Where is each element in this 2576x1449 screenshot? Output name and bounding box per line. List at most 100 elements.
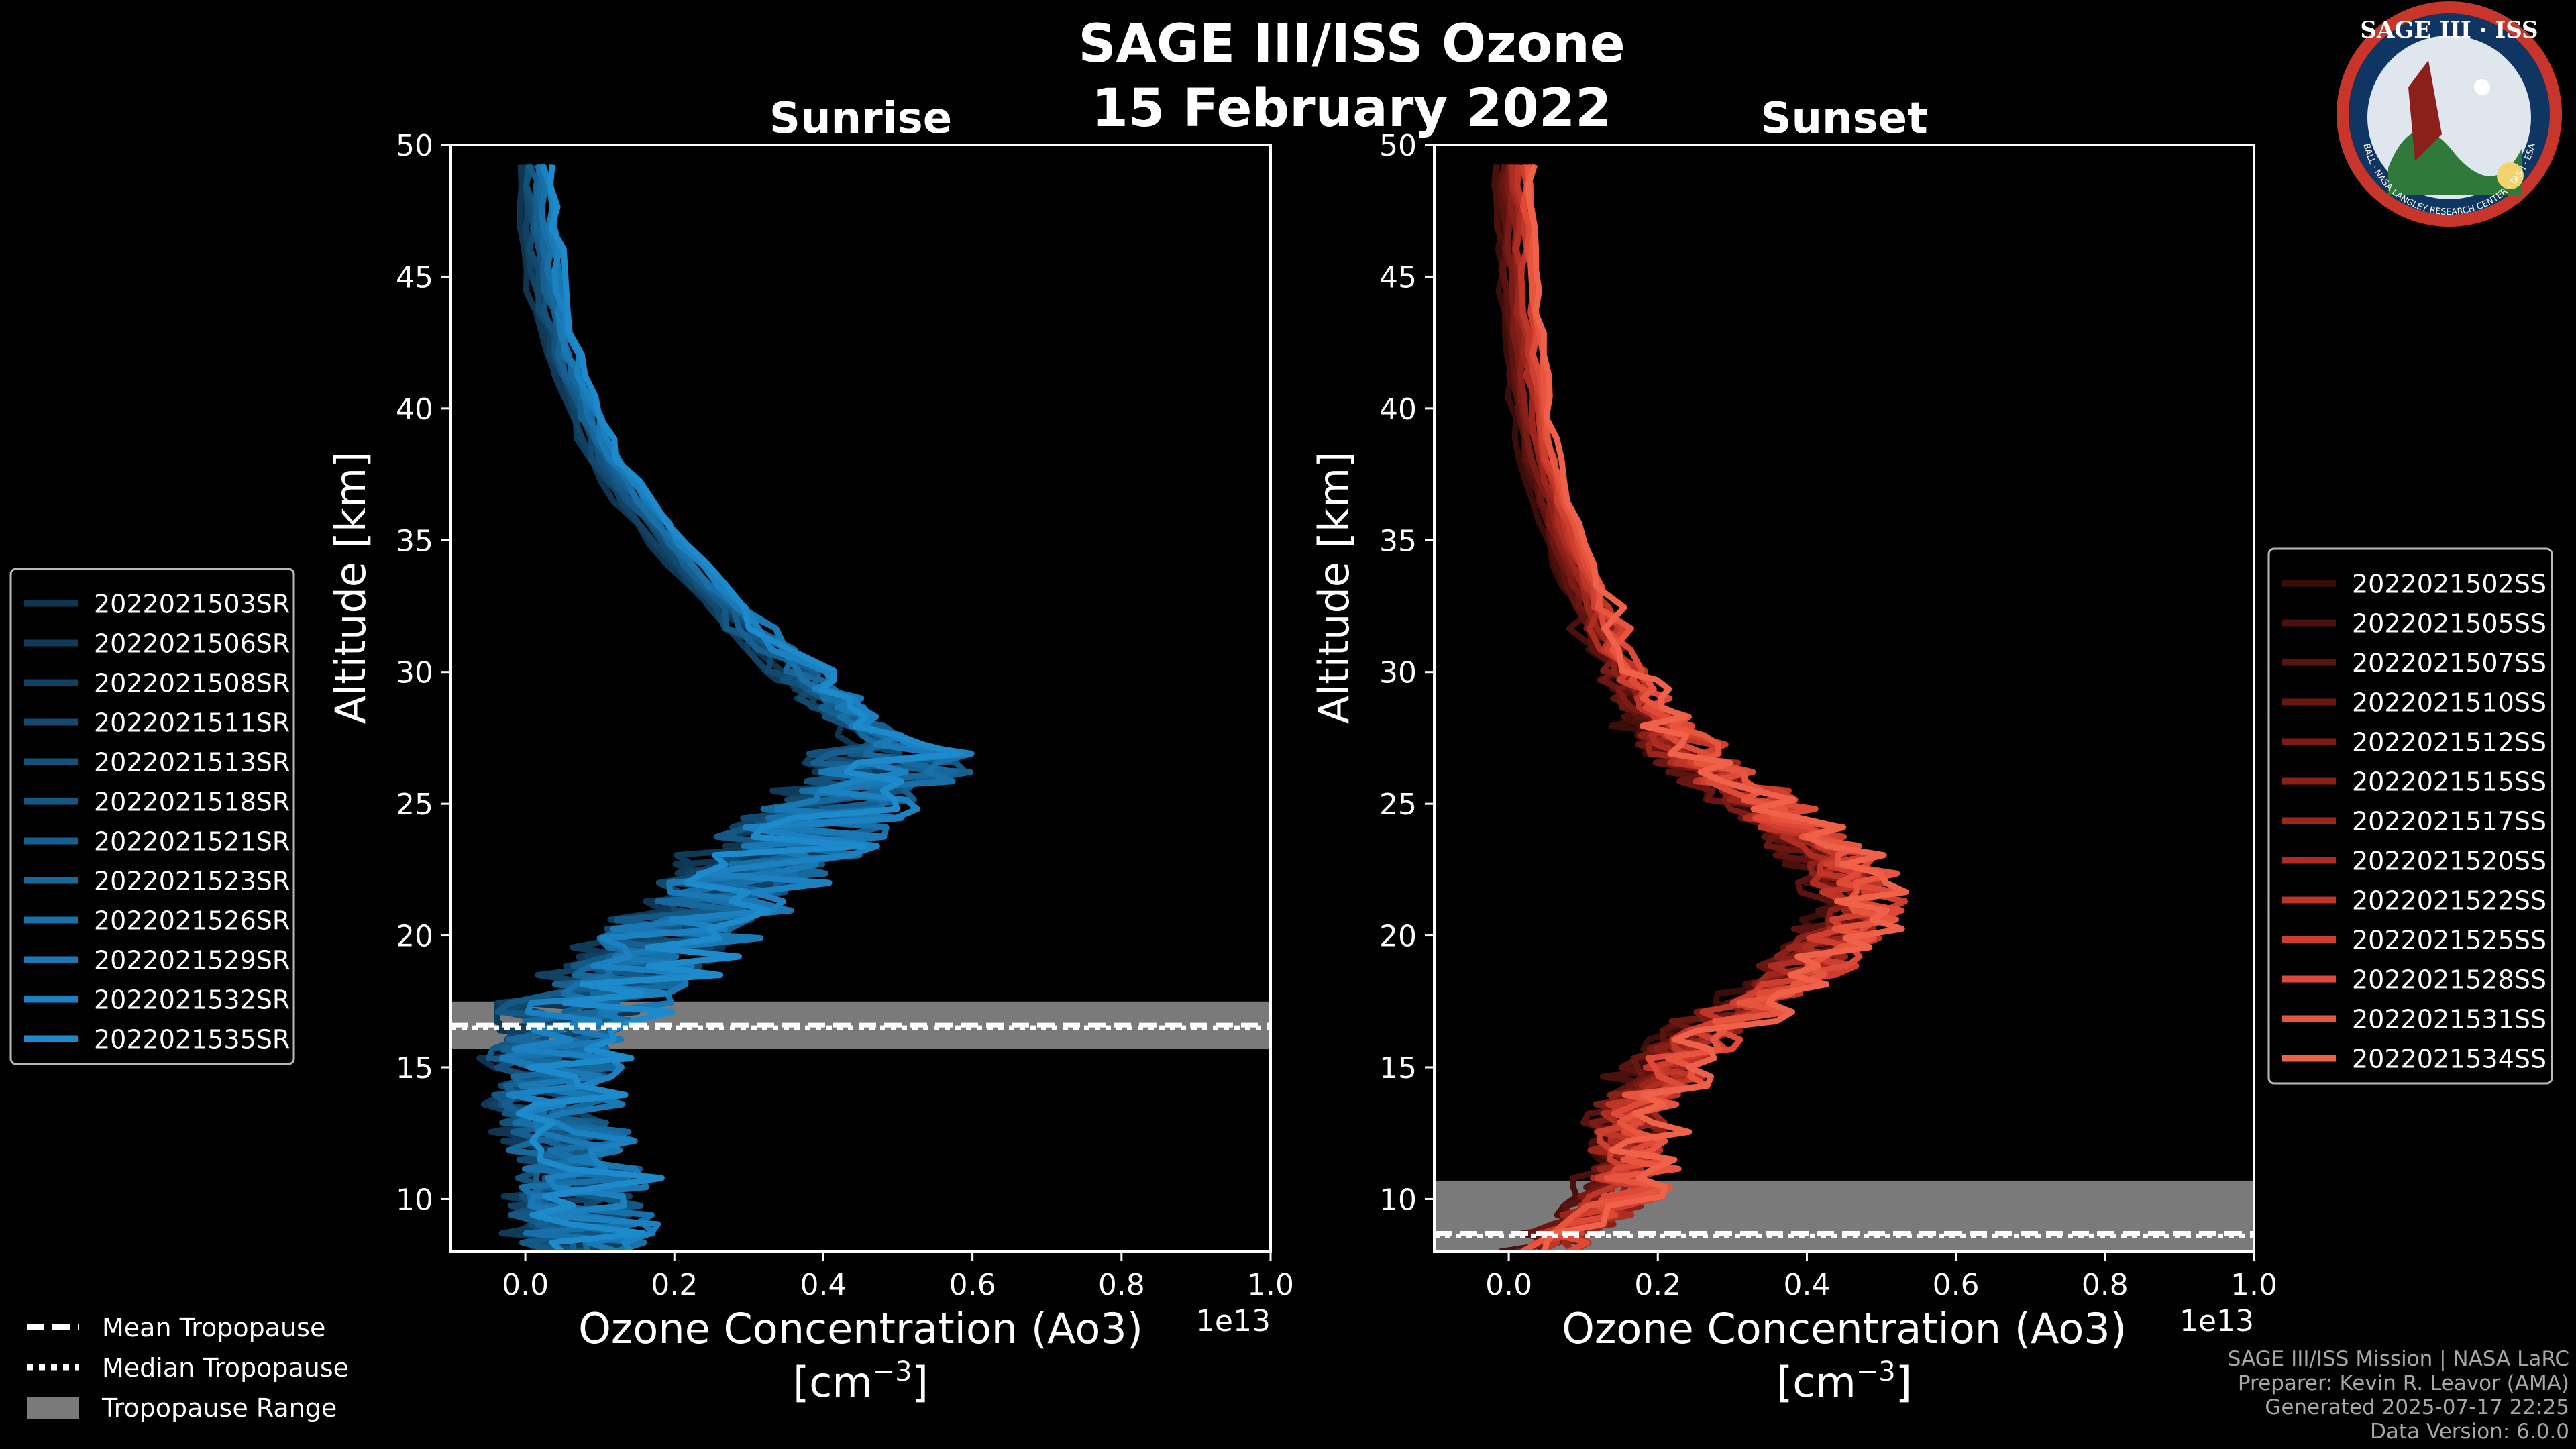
legend-entry: 2022021521SR (94, 827, 290, 857)
y-tick-label: 15 (396, 1051, 433, 1085)
x-axis-label: Ozone Concentration (Ao3) (1562, 1304, 2127, 1353)
y-tick-label: 30 (396, 656, 433, 690)
sunrise-panel: 0.0 0.2 0.4 0.6 0.8 1.0 10 15 20 25 30 35 40 45 50 Sunr… (326, 94, 1294, 1407)
profile-lines (1491, 164, 1909, 1252)
x-tick-label: 1.0 (1247, 1268, 1294, 1302)
legend-entry: 2022021505SS (2352, 609, 2546, 639)
legend-entry: 2022021515SS (2352, 767, 2546, 797)
legend-entry: 2022021506SR (94, 629, 290, 659)
legend-entry: 2022021529SR (94, 946, 290, 975)
legend-entry: 2022021503SR (94, 590, 290, 619)
legend-entry: 2022021507SS (2352, 649, 2546, 678)
legend-entry: 2022021534SS (2352, 1044, 2546, 1074)
legend-entry: 2022021520SS (2352, 847, 2546, 876)
legend-entry: 2022021526SR (94, 906, 290, 936)
sunset-legend: 2022021502SS 2022021505SS 2022021507SS 2022… (2267, 547, 2553, 1085)
axes-frame (1433, 144, 2255, 1253)
x-tick-label: 0.0 (502, 1268, 549, 1302)
x-units-base: [cm (1776, 1358, 1856, 1407)
legend-entry: 2022021531SS (2352, 1005, 2546, 1034)
x-units-close: ] (1896, 1358, 1912, 1407)
y-tick-label: 20 (396, 920, 433, 954)
profile-2022021535SR (515, 164, 963, 1252)
legend-entry: 2022021522SS (2352, 886, 2546, 916)
y-tick-label: 10 (1379, 1183, 1417, 1217)
y-tick-label: 20 (1379, 920, 1417, 954)
credit-line: SAGE III/ISS Mission | NASA LaRC (2228, 1347, 2569, 1371)
mission-badge: SAGE III · ISS BALL · NASA LANGLEY RESEA… (2337, 1, 2562, 227)
x-tick-label: 1.0 (2231, 1268, 2277, 1302)
sun-icon (2497, 162, 2524, 189)
y-tick-label: 15 (1379, 1051, 1417, 1085)
sunrise-legend: 2022021503SR 2022021506SR 2022021508SR 2022… (9, 568, 295, 1065)
y-tick-label: 50 (1379, 129, 1417, 163)
x-tick-label: 0.4 (800, 1268, 847, 1302)
sunset-panel: 0.0 0.2 0.4 0.6 0.8 1.0 10 15 20 25 30 35 40 45 50 Suns… (1309, 94, 2277, 1407)
legend-entry: 2022021513SR (94, 748, 290, 777)
mean-tropopause-label: Mean Tropopause (102, 1313, 325, 1342)
profile-lines (476, 163, 975, 1252)
y-tick-label: 40 (396, 392, 433, 427)
legend-entry: 2022021511SR (94, 708, 290, 738)
x-tick-label: 0.2 (1634, 1268, 1681, 1302)
y-tick-label: 30 (1379, 656, 1417, 690)
legend-entry: 2022021518SR (94, 788, 290, 817)
y-tick-label: 35 (1379, 524, 1417, 558)
y-tick-label: 10 (396, 1183, 433, 1217)
y-tick-label: 25 (396, 788, 433, 822)
credit-line: Data Version: 6.0.0 (2370, 1419, 2569, 1444)
figure-icon (2408, 60, 2442, 161)
y-tick-label: 35 (396, 524, 433, 558)
legend-entry: 2022021512SS (2352, 728, 2546, 757)
x-units-exponent: −3 (1856, 1356, 1896, 1387)
median-tropopause-label: Median Tropopause (102, 1353, 349, 1383)
x-tick-label: 0.0 (1485, 1268, 1532, 1302)
y-tick-label: 45 (396, 260, 433, 294)
legend-entry: 2022021502SS (2352, 570, 2546, 599)
legend-entry: 2022021510SS (2352, 688, 2546, 718)
y-tick-label: 40 (1379, 392, 1417, 427)
y-tick-label: 45 (1379, 260, 1417, 294)
x-tick-label: 0.8 (2082, 1268, 2129, 1302)
credit-line: Preparer: Kevin R. Leavor (AMA) (2238, 1371, 2569, 1395)
x-units-base: [cm (793, 1358, 873, 1407)
legend-entry: 2022021535SR (94, 1025, 290, 1055)
legend-entry: 2022021523SR (94, 867, 290, 896)
axes-frame (449, 144, 1272, 1253)
y-tick-label: 25 (1379, 788, 1417, 822)
tropopause-range-swatch (27, 1397, 79, 1419)
x-axis-label: Ozone Concentration (Ao3) (578, 1304, 1143, 1353)
figure-title-line1: SAGE III/ISS Ozone (1078, 14, 1625, 74)
y-axis-label: Altitude [km] (326, 451, 375, 724)
x-tick-label: 0.6 (1933, 1268, 1980, 1302)
badge-title: SAGE III · ISS (2360, 17, 2538, 44)
x-units-exponent: −3 (873, 1356, 912, 1387)
legend-entry: 2022021508SR (94, 669, 290, 698)
x-axis-units: [cm−3] (793, 1356, 928, 1407)
tropopause-legend: Mean Tropopause Median Tropopause Tropop… (27, 1313, 349, 1423)
legend-frame (2267, 547, 2553, 1085)
figure-title-line2: 15 February 2022 (1092, 78, 1612, 139)
y-tick-label: 50 (396, 129, 433, 163)
legend-entry: 2022021528SS (2352, 965, 2546, 995)
profile-2022021534SS (1525, 164, 1909, 1252)
credits: SAGE III/ISS Mission | NASA LaRC Prepare… (2228, 1347, 2569, 1444)
x-tick-label: 0.6 (949, 1268, 996, 1302)
x-axis-units: [cm−3] (1776, 1356, 1912, 1407)
panel-title: Sunset (1760, 94, 1927, 144)
legend-entry: 2022021532SR (94, 985, 290, 1015)
x-offset-text: 1e13 (2180, 1304, 2254, 1338)
x-offset-text: 1e13 (1196, 1304, 1271, 1338)
moon-icon (2474, 79, 2490, 95)
x-tick-label: 0.2 (651, 1268, 698, 1302)
x-tick-label: 0.4 (1783, 1268, 1830, 1302)
panel-title: Sunrise (769, 94, 952, 144)
legend-entry: 2022021525SS (2352, 926, 2546, 955)
credit-line: Generated 2025-07-17 22:25 (2265, 1395, 2569, 1419)
y-axis-label: Altitude [km] (1309, 451, 1358, 724)
x-tick-label: 0.8 (1098, 1268, 1145, 1302)
x-units-close: ] (912, 1358, 928, 1407)
tropopause-range-label: Tropopause Range (101, 1393, 337, 1423)
legend-frame (9, 568, 295, 1065)
